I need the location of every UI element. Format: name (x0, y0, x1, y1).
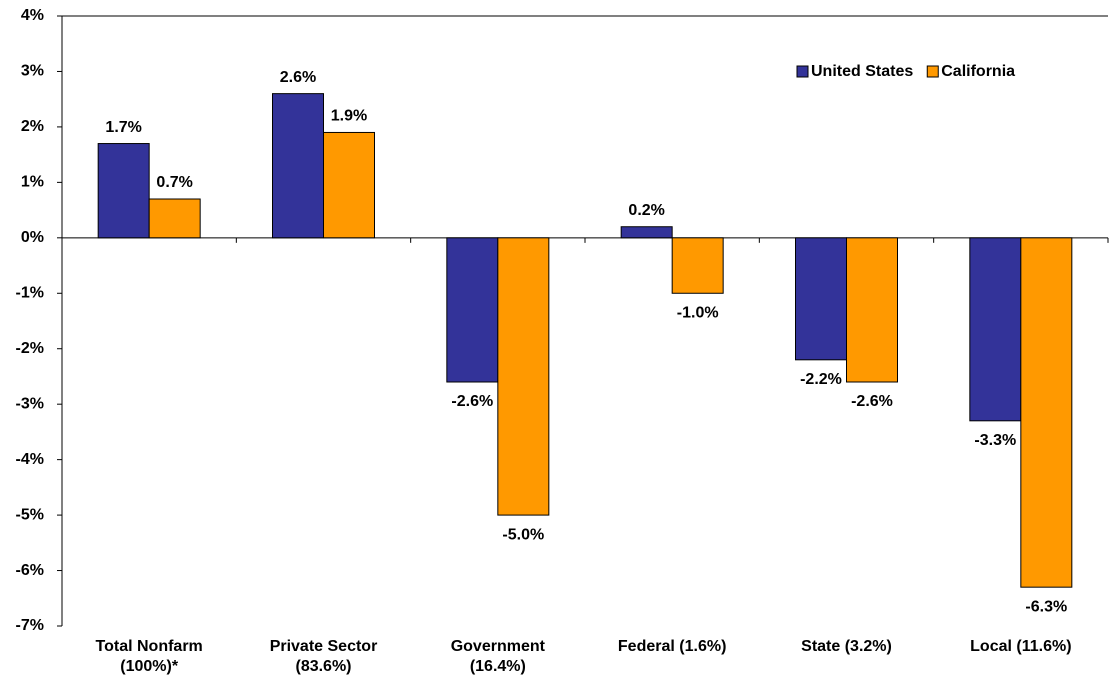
y-tick-label: 2% (21, 118, 44, 135)
bar (671, 237, 724, 294)
value-label: 0.7% (156, 174, 192, 191)
legend-label: California (941, 63, 1015, 80)
y-tick-label: -3% (16, 395, 44, 412)
value-label: -3.3% (974, 432, 1016, 449)
y-tick-label: -2% (16, 340, 44, 357)
x-tick-label: Local (11.6%) (970, 638, 1072, 655)
value-label: 0.2% (628, 202, 664, 219)
y-tick-label: -1% (16, 284, 44, 301)
x-tick-label: Government (16.4%) (450, 638, 545, 675)
y-tick-label: -6% (16, 562, 44, 579)
bar (323, 131, 375, 239)
y-tick-label: -7% (16, 617, 44, 634)
bar (148, 198, 201, 239)
bar (620, 226, 673, 239)
bar (795, 237, 847, 361)
bar (97, 143, 150, 239)
y-tick-label: 1% (21, 174, 44, 191)
value-label: 1.9% (331, 108, 367, 125)
bar (969, 237, 1022, 422)
value-label: -6.3% (1025, 598, 1067, 615)
legend-label: United States (811, 63, 913, 80)
y-tick-label: -4% (16, 451, 44, 468)
legend-swatch (926, 65, 939, 78)
x-tick-label: State (3.2%) (801, 638, 892, 655)
bar (272, 93, 324, 239)
bar (497, 237, 550, 516)
bar (1020, 237, 1073, 588)
value-label: -2.6% (851, 393, 893, 410)
legend-swatch (796, 65, 809, 78)
value-label: 1.7% (105, 119, 141, 136)
value-label: -5.0% (502, 526, 544, 543)
y-tick-label: 3% (21, 63, 44, 80)
y-tick-label: 0% (21, 229, 44, 246)
y-tick-label: -5% (16, 506, 44, 523)
x-tick-label: Private Sector (83.6%) (269, 638, 378, 675)
y-tick-label: 4% (21, 7, 44, 24)
value-label: -2.6% (451, 393, 493, 410)
x-tick-label: Total Nonfarm (100%)* (95, 638, 203, 675)
value-label: -1.0% (677, 304, 719, 321)
x-tick-label: Federal (1.6%) (617, 638, 727, 655)
value-label: 2.6% (280, 69, 316, 86)
bar (446, 237, 499, 383)
bar (846, 237, 898, 383)
value-label: -2.2% (800, 371, 842, 388)
